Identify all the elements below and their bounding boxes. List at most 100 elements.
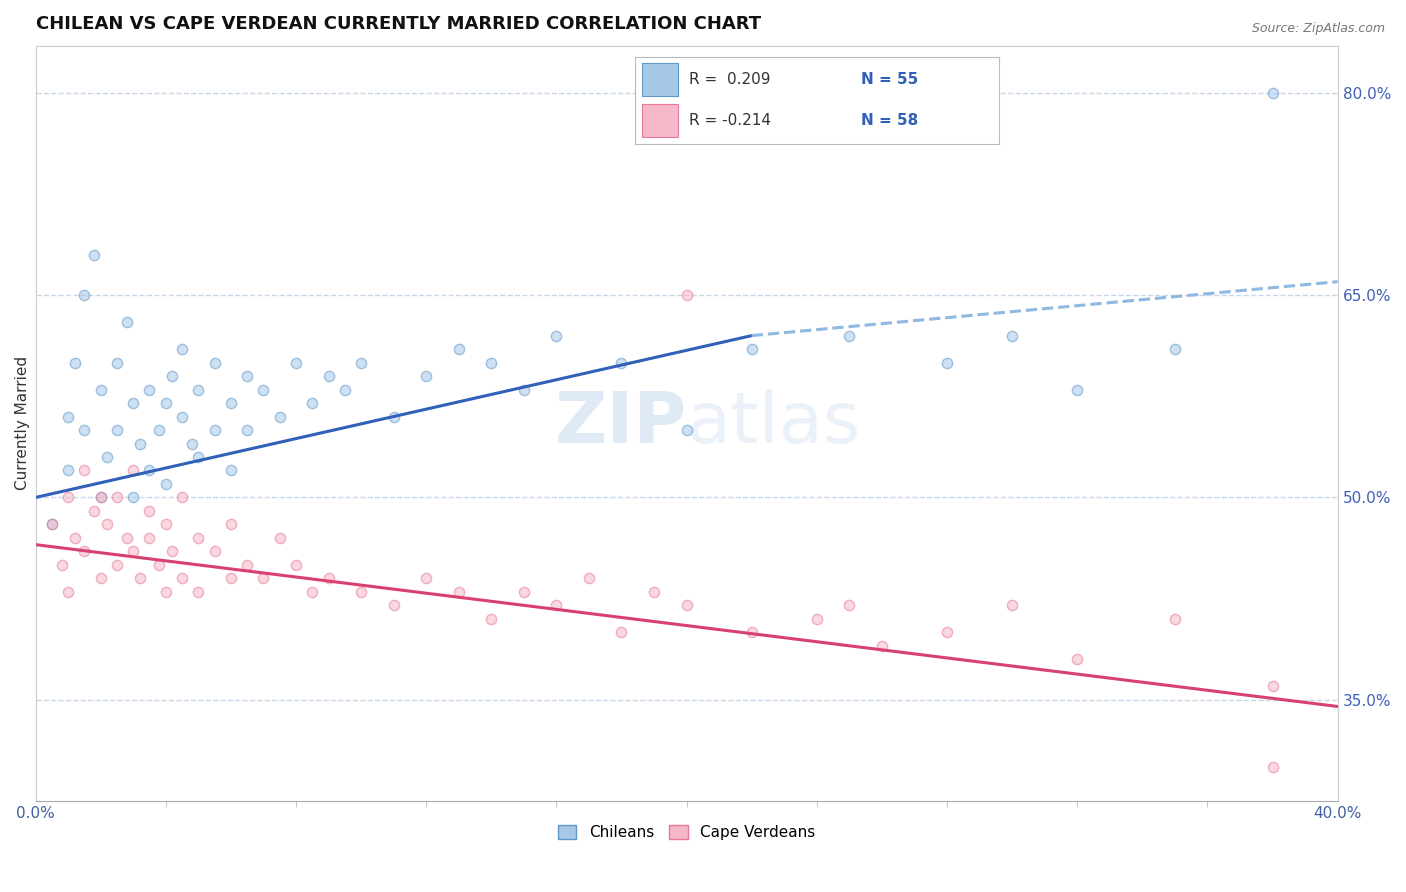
Point (96, 517, 118, 532)
Point (96, 450, 118, 464)
Point (318, 571, 340, 585)
Point (252, 383, 274, 397)
Text: atlas: atlas (686, 389, 860, 458)
Point (138, 463, 160, 477)
Point (204, 423, 226, 437)
Point (138, 504, 160, 518)
Point (56, 409, 79, 424)
Point (838, 328, 860, 343)
Point (236, 369, 259, 384)
Point (155, 517, 177, 532)
Point (219, 463, 242, 477)
Point (105, 491, 128, 505)
Point (73, 544, 96, 558)
Point (128, 571, 150, 585)
Point (122, 396, 145, 410)
Point (187, 585, 209, 599)
Point (1066, 652, 1088, 666)
Legend: Chileans, Cape Verdeans: Chileans, Cape Verdeans (553, 819, 821, 847)
Point (148, 558, 170, 572)
Point (1066, 383, 1088, 397)
Point (301, 585, 323, 599)
Point (382, 409, 405, 424)
Point (447, 342, 470, 356)
Point (285, 558, 308, 572)
Point (675, 288, 697, 302)
Text: ZIP: ZIP (554, 389, 686, 458)
Point (90, 491, 112, 505)
Point (63, 531, 86, 545)
Point (219, 396, 242, 410)
Point (936, 625, 959, 640)
Point (73, 423, 96, 437)
Point (138, 531, 160, 545)
Point (1001, 328, 1024, 343)
Point (122, 463, 145, 477)
Point (610, 625, 633, 640)
Point (56, 491, 79, 505)
Point (236, 558, 259, 572)
Point (513, 383, 536, 397)
Point (187, 531, 209, 545)
Point (73, 463, 96, 477)
Point (83, 248, 105, 262)
Point (115, 531, 138, 545)
Point (83, 504, 105, 518)
Point (675, 599, 697, 613)
Point (382, 599, 405, 613)
Point (806, 612, 828, 626)
Point (170, 571, 193, 585)
Point (90, 571, 112, 585)
Point (236, 423, 259, 437)
Point (41, 517, 63, 532)
Y-axis label: Currently Married: Currently Married (15, 356, 30, 491)
Point (105, 355, 128, 369)
Point (415, 571, 437, 585)
Point (73, 288, 96, 302)
Point (610, 355, 633, 369)
Point (148, 423, 170, 437)
Point (870, 639, 893, 653)
Point (170, 491, 193, 505)
Point (128, 436, 150, 450)
Point (187, 450, 209, 464)
Point (122, 491, 145, 505)
Point (115, 315, 138, 329)
Point (350, 355, 373, 369)
Point (41, 517, 63, 532)
Point (415, 369, 437, 384)
Point (122, 544, 145, 558)
Point (741, 342, 763, 356)
Point (479, 612, 502, 626)
Point (838, 599, 860, 613)
Point (513, 585, 536, 599)
Point (1001, 599, 1024, 613)
Point (285, 355, 308, 369)
Point (170, 342, 193, 356)
Point (56, 463, 79, 477)
Point (301, 396, 323, 410)
Text: Source: ZipAtlas.com: Source: ZipAtlas.com (1251, 22, 1385, 36)
Point (204, 544, 226, 558)
Point (1164, 342, 1187, 356)
Point (546, 328, 568, 343)
Point (105, 423, 128, 437)
Text: CHILEAN VS CAPE VERDEAN CURRENTLY MARRIED CORRELATION CHART: CHILEAN VS CAPE VERDEAN CURRENTLY MARRIE… (35, 15, 761, 33)
Point (204, 355, 226, 369)
Point (1261, 760, 1284, 774)
Point (252, 571, 274, 585)
Point (318, 369, 340, 384)
Point (180, 436, 202, 450)
Point (155, 396, 177, 410)
Point (56, 585, 79, 599)
Point (1261, 679, 1284, 693)
Point (219, 517, 242, 532)
Point (546, 599, 568, 613)
Point (1164, 612, 1187, 626)
Point (936, 355, 959, 369)
Point (578, 571, 600, 585)
Point (219, 571, 242, 585)
Point (51, 558, 73, 572)
Point (675, 423, 697, 437)
Point (105, 558, 128, 572)
